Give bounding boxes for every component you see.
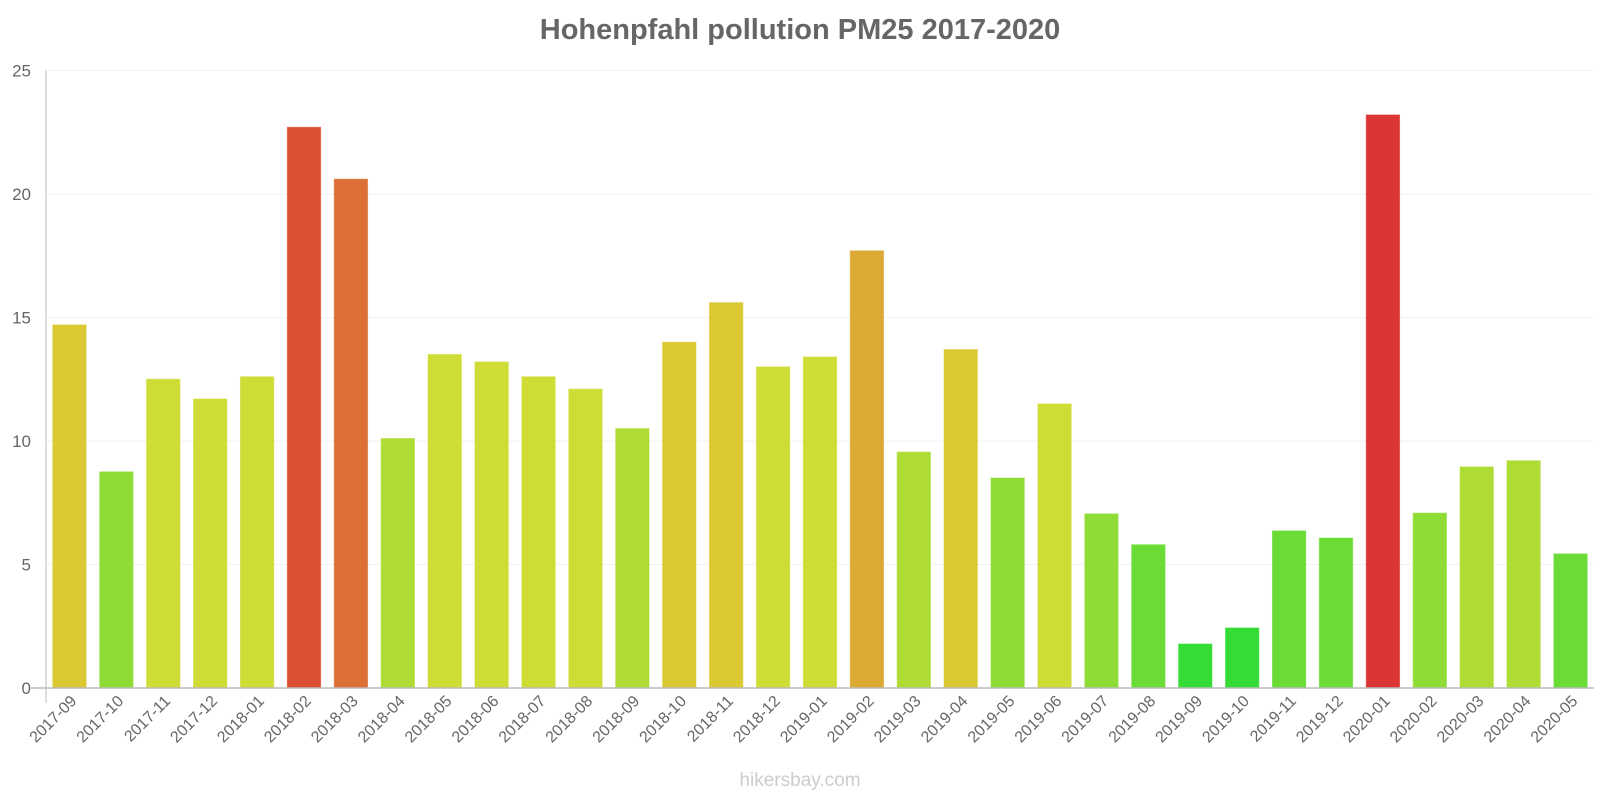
x-tick-label: 2019-07 <box>1059 693 1113 747</box>
bar-2018-07[interactable] <box>521 376 556 689</box>
bar-2018-02[interactable] <box>286 126 322 689</box>
bar-2019-09[interactable] <box>1178 643 1213 689</box>
y-tick-label: 20 <box>12 185 31 204</box>
x-tick-label: 2018-12 <box>730 693 784 747</box>
x-tick-label: 2019-06 <box>1012 693 1066 747</box>
x-tick-label: 2019-02 <box>824 693 878 747</box>
x-tick-label: 2018-01 <box>214 693 268 747</box>
x-tick-label: 2019-01 <box>777 693 831 747</box>
bar-2020-02[interactable] <box>1412 512 1447 689</box>
y-axis-ticks: 0 5 10 15 20 25 <box>12 62 31 699</box>
y-tick-label: 5 <box>22 556 31 575</box>
x-tick-label: 2018-09 <box>590 693 644 747</box>
x-tick-label: 2018-10 <box>637 693 691 747</box>
x-tick-label: 2019-03 <box>871 693 925 747</box>
bar-2019-11[interactable] <box>1271 530 1307 689</box>
bar-2019-02[interactable] <box>849 250 885 689</box>
bar-2018-11[interactable] <box>709 302 744 689</box>
x-tick-label: 2019-10 <box>1199 693 1253 747</box>
x-tick-label: 2019-11 <box>1247 693 1300 746</box>
x-tick-label: 2018-04 <box>355 693 409 747</box>
x-tick-label: 2018-02 <box>261 693 315 747</box>
x-tick-label: 2020-02 <box>1387 693 1441 747</box>
bar-2018-04[interactable] <box>380 438 415 689</box>
x-tick-label: 2018-06 <box>449 693 503 747</box>
x-tick-label: 2019-09 <box>1153 693 1207 747</box>
bar-2019-07[interactable] <box>1084 513 1119 689</box>
bar-2019-08[interactable] <box>1131 544 1166 689</box>
bar-2018-03[interactable] <box>333 178 369 689</box>
x-axis-ticks: 2017-092017-102017-112017-122018-012018-… <box>27 693 1582 747</box>
bar-2018-05[interactable] <box>427 354 462 689</box>
x-tick-label: 2018-07 <box>496 693 550 747</box>
bar-2019-12[interactable] <box>1318 537 1354 689</box>
bar-2019-05[interactable] <box>990 477 1025 689</box>
bar-2019-03[interactable] <box>896 451 931 689</box>
bar-2017-11[interactable] <box>146 378 181 689</box>
y-tick-label: 25 <box>12 62 31 81</box>
watermark: hikersbay.com <box>739 770 861 791</box>
x-tick-label: 2017-09 <box>27 693 81 747</box>
x-tick-label: 2018-03 <box>308 693 362 747</box>
bar-2019-10[interactable] <box>1225 627 1260 689</box>
x-tick-label: 2017-11 <box>121 693 174 746</box>
bar-2019-01[interactable] <box>802 356 838 689</box>
x-tick-label: 2020-01 <box>1340 693 1394 747</box>
bar-2018-08[interactable] <box>568 388 603 689</box>
x-tick-label: 2019-05 <box>965 693 1019 747</box>
x-tick-label: 2017-10 <box>74 693 128 747</box>
bar-2018-06[interactable] <box>474 361 509 689</box>
bar-2020-05[interactable] <box>1553 553 1588 689</box>
x-tick-label: 2017-12 <box>167 693 221 747</box>
x-tick-label: 2018-11 <box>684 693 737 746</box>
bar-2020-04[interactable] <box>1506 460 1541 689</box>
bar-2018-12[interactable] <box>755 366 791 689</box>
x-tick-label: 2019-04 <box>918 693 972 747</box>
chart-title: Hohenpfahl pollution PM25 2017-2020 <box>539 14 1061 46</box>
x-tick-label: 2020-04 <box>1481 693 1535 747</box>
bar-2018-10[interactable] <box>662 341 697 689</box>
x-tick-label: 2020-05 <box>1528 693 1582 747</box>
bar-2017-10[interactable] <box>99 471 134 689</box>
bar-2019-04[interactable] <box>943 349 978 689</box>
x-tick-label: 2018-08 <box>543 693 597 747</box>
y-tick-label: 0 <box>22 679 31 698</box>
x-tick-label: 2019-12 <box>1293 693 1347 747</box>
bar-2019-06[interactable] <box>1037 403 1072 689</box>
axes <box>31 70 1594 703</box>
x-tick-label: 2018-05 <box>402 693 456 747</box>
bar-2017-12[interactable] <box>193 398 228 689</box>
x-tick-label: 2019-08 <box>1106 693 1160 747</box>
bar-2020-01[interactable] <box>1365 114 1401 689</box>
y-tick-label: 15 <box>12 309 31 328</box>
bar-2018-01[interactable] <box>239 376 275 689</box>
y-tick-label: 10 <box>12 432 31 451</box>
x-tick-label: 2020-03 <box>1434 693 1488 747</box>
bars <box>52 114 1588 689</box>
bar-2020-03[interactable] <box>1459 466 1494 689</box>
bar-2017-09[interactable] <box>52 324 87 689</box>
bar-2018-09[interactable] <box>615 428 650 689</box>
